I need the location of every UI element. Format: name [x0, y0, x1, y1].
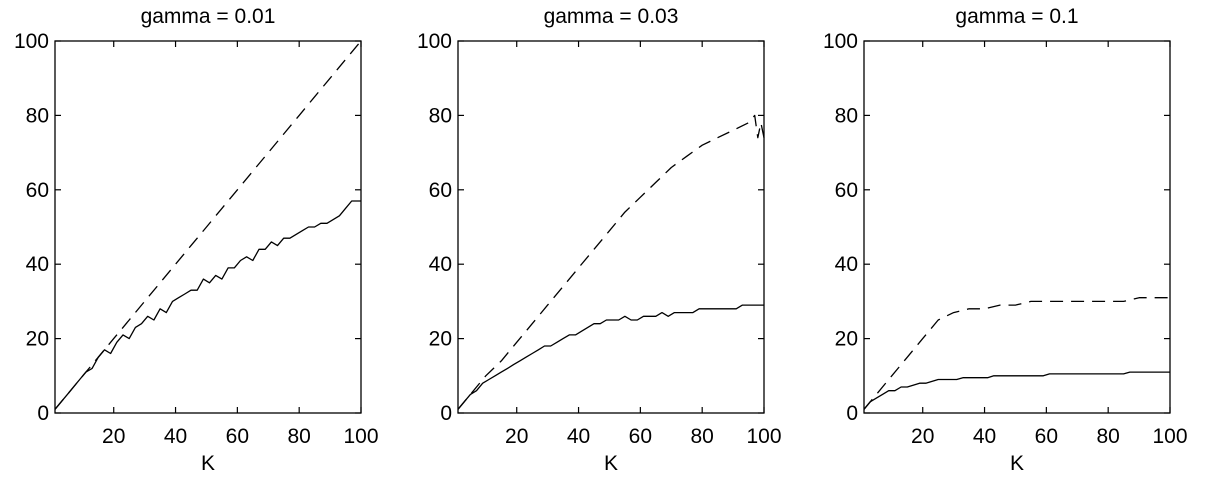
y-tick-label: 0: [846, 402, 858, 425]
x-tick-label: 100: [746, 425, 781, 448]
dashed-series-line: [863, 297, 1170, 410]
chart-title: gamma = 0.1: [955, 5, 1078, 28]
solid-series-line: [457, 304, 764, 410]
x-tick-label: 20: [911, 425, 934, 448]
solid-series-line: [54, 200, 361, 410]
x-tick-label: 40: [973, 425, 996, 448]
x-axis-label: K: [604, 452, 618, 475]
y-tick-label: 100: [417, 30, 452, 53]
x-tick-label: 20: [505, 425, 528, 448]
y-tick-label: 0: [37, 402, 49, 425]
x-tick-label: 80: [288, 425, 311, 448]
x-tick-label: 60: [1035, 425, 1058, 448]
y-tick-label: 100: [14, 30, 49, 53]
y-tick-label: 20: [429, 328, 452, 351]
y-tick-label: 60: [26, 179, 49, 202]
chart-title: gamma = 0.03: [544, 5, 679, 28]
plot-frame: [863, 40, 1171, 414]
y-tick-label: 60: [835, 179, 858, 202]
chart-panel-3: gamma = 0.1 0 20 40 60 80 100 20 40 60 80 100 K: [823, 5, 1188, 475]
chart-panel-1: gamma = 0.01 0 20 40 60 80 100 20 40 60 80 100 K: [14, 5, 379, 475]
x-axis-label: K: [1010, 452, 1024, 475]
y-tick-label: 20: [26, 328, 49, 351]
chart-panel-2: gamma = 0.03 0 20 40 60 80 100 20 40 60 80 100 K: [417, 5, 782, 475]
chart-title: gamma = 0.01: [141, 5, 276, 28]
plot-frame: [457, 40, 765, 414]
y-tick-label: 40: [835, 253, 858, 276]
plot-frame: [54, 40, 362, 414]
dashed-series-line: [457, 114, 765, 410]
y-tick-label: 40: [429, 253, 452, 276]
x-tick-label: 80: [1097, 425, 1120, 448]
x-tick-label: 60: [226, 425, 249, 448]
x-tick-label: 80: [691, 425, 714, 448]
y-tick-label: 100: [823, 30, 858, 53]
x-axis-label: K: [201, 452, 215, 475]
y-tick-label: 80: [26, 104, 49, 127]
x-tick-label: 100: [343, 425, 378, 448]
y-tick-label: 0: [440, 402, 452, 425]
solid-series-line: [863, 371, 1170, 410]
x-tick-label: 100: [1152, 425, 1187, 448]
y-tick-label: 20: [835, 328, 858, 351]
y-tick-label: 40: [26, 253, 49, 276]
x-tick-label: 20: [102, 425, 125, 448]
y-tick-label: 60: [429, 179, 452, 202]
y-tick-label: 80: [835, 104, 858, 127]
x-tick-label: 60: [629, 425, 652, 448]
x-tick-label: 40: [164, 425, 187, 448]
y-tick-label: 80: [429, 104, 452, 127]
x-tick-label: 40: [567, 425, 590, 448]
